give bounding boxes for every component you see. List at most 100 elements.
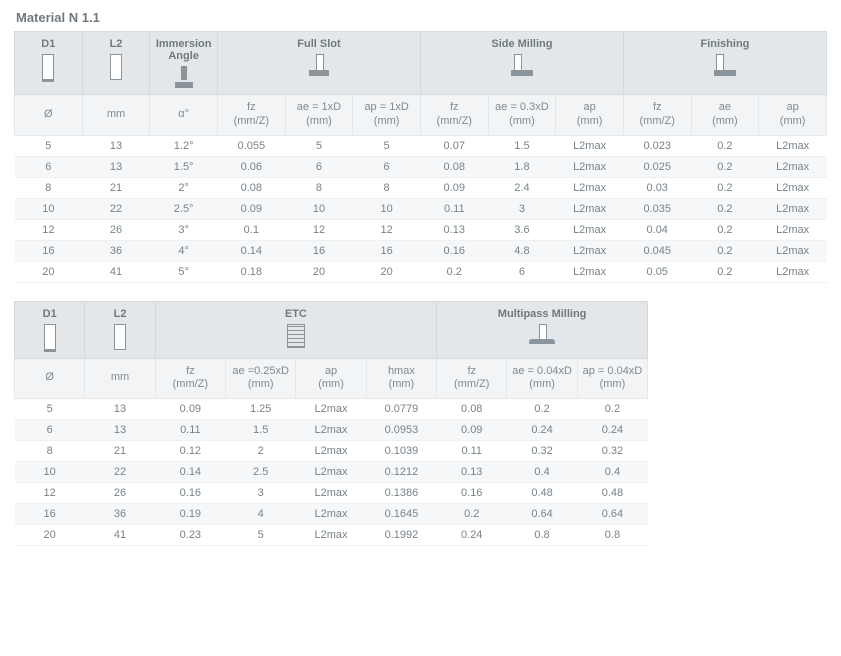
cell: 0.16 — [155, 483, 225, 504]
cell: 0.08 — [217, 177, 285, 198]
cell: L2max — [759, 156, 827, 177]
cell: 10 — [285, 198, 353, 219]
cell: 5 — [226, 525, 296, 546]
cell: 0.1645 — [366, 504, 436, 525]
cell: 0.2 — [577, 399, 647, 420]
cell: 0.035 — [623, 198, 691, 219]
etc-icon — [287, 324, 305, 348]
cell: 5 — [15, 399, 85, 420]
cell: 0.1039 — [366, 441, 436, 462]
cell: 8 — [15, 441, 85, 462]
cell: L2max — [759, 198, 827, 219]
cell: 0.24 — [507, 420, 577, 441]
cell: 0.18 — [217, 261, 285, 282]
col-group-label: D1 — [15, 308, 84, 320]
l2-icon — [110, 54, 122, 80]
cell: 0.2 — [691, 177, 759, 198]
cell: 6 — [15, 420, 85, 441]
cell: 1.5° — [150, 156, 218, 177]
cell: 5° — [150, 261, 218, 282]
cell: 1.5 — [488, 135, 556, 156]
table-row: 12260.163L2max0.13860.160.480.48 — [15, 483, 648, 504]
cell: L2max — [296, 483, 366, 504]
cell: 1.25 — [226, 399, 296, 420]
col-unit: α° — [150, 95, 218, 136]
col-group: Multipass Milling — [437, 301, 648, 358]
col-group: Finishing — [623, 32, 826, 95]
d1-icon — [42, 54, 54, 82]
table-row: 12263°0.112120.133.6L2max0.040.2L2max — [15, 219, 827, 240]
cell: 8 — [285, 177, 353, 198]
cell: 0.14 — [217, 240, 285, 261]
col-group: Immersion Angle — [150, 32, 218, 95]
cell: 0.055 — [217, 135, 285, 156]
cell: 13 — [82, 156, 150, 177]
cell: 0.09 — [420, 177, 488, 198]
cell: 0.32 — [507, 441, 577, 462]
col-group: Side Milling — [420, 32, 623, 95]
cell: 1.2° — [150, 135, 218, 156]
col-unit: ae = 0.3xD(mm) — [488, 95, 556, 136]
cell: 4 — [226, 504, 296, 525]
cell: 0.025 — [623, 156, 691, 177]
cell: 10 — [353, 198, 421, 219]
table-main: D1L2Immersion AngleFull SlotSide Milling… — [14, 31, 827, 283]
cell: 3 — [488, 198, 556, 219]
table-row: 16364°0.1416160.164.8L2max0.0450.2L2max — [15, 240, 827, 261]
col-unit: mm — [85, 358, 155, 399]
cell: 20 — [353, 261, 421, 282]
cell: 0.11 — [437, 441, 507, 462]
cell: L2max — [296, 504, 366, 525]
cell: L2max — [759, 135, 827, 156]
cell: 0.24 — [437, 525, 507, 546]
cell: 0.2 — [437, 504, 507, 525]
col-group-label: L2 — [85, 308, 154, 320]
cell: 6 — [15, 156, 83, 177]
cell: 0.05 — [623, 261, 691, 282]
cell: 3° — [150, 219, 218, 240]
col-unit: ap = 1xD(mm) — [353, 95, 421, 136]
cell: 0.2 — [691, 198, 759, 219]
cell: 0.2 — [691, 261, 759, 282]
cell: 21 — [82, 177, 150, 198]
cell: L2max — [556, 156, 624, 177]
cell: 2 — [226, 441, 296, 462]
cell: 0.04 — [623, 219, 691, 240]
col-unit: ap(mm) — [556, 95, 624, 136]
cell: 26 — [82, 219, 150, 240]
col-unit: hmax(mm) — [366, 358, 436, 399]
cell: 0.16 — [420, 240, 488, 261]
table-secondary: D1L2ETCMultipass MillingØmmfz(mm/Z)ae =0… — [14, 301, 648, 547]
cell: 2.5° — [150, 198, 218, 219]
cell: 3 — [226, 483, 296, 504]
cell: 0.1992 — [366, 525, 436, 546]
cell: 6 — [285, 156, 353, 177]
cell: 20 — [15, 261, 83, 282]
col-unit: fz(mm/Z) — [437, 358, 507, 399]
col-unit: fz(mm/Z) — [420, 95, 488, 136]
l2-icon — [114, 324, 126, 350]
col-unit: ae = 1xD(mm) — [285, 95, 353, 136]
cell: 0.13 — [437, 462, 507, 483]
cell: 10 — [15, 462, 85, 483]
fin-icon — [714, 54, 736, 76]
col-unit: Ø — [15, 358, 85, 399]
cell: L2max — [296, 525, 366, 546]
cell: L2max — [759, 219, 827, 240]
cell: 0.23 — [155, 525, 225, 546]
cell: 6 — [353, 156, 421, 177]
cell: 0.1212 — [366, 462, 436, 483]
cell: 0.2 — [691, 135, 759, 156]
d1-icon — [44, 324, 56, 352]
cell: 13 — [85, 399, 155, 420]
cell: 36 — [85, 504, 155, 525]
cell: L2max — [296, 441, 366, 462]
col-group: D1 — [15, 301, 85, 358]
cell: 0.48 — [577, 483, 647, 504]
cell: 0.2 — [691, 156, 759, 177]
cell: 5 — [353, 135, 421, 156]
cell: 41 — [82, 261, 150, 282]
table-row: 8212°0.08880.092.4L2max0.030.2L2max — [15, 177, 827, 198]
col-unit: ae(mm) — [691, 95, 759, 136]
cell: 8 — [353, 177, 421, 198]
